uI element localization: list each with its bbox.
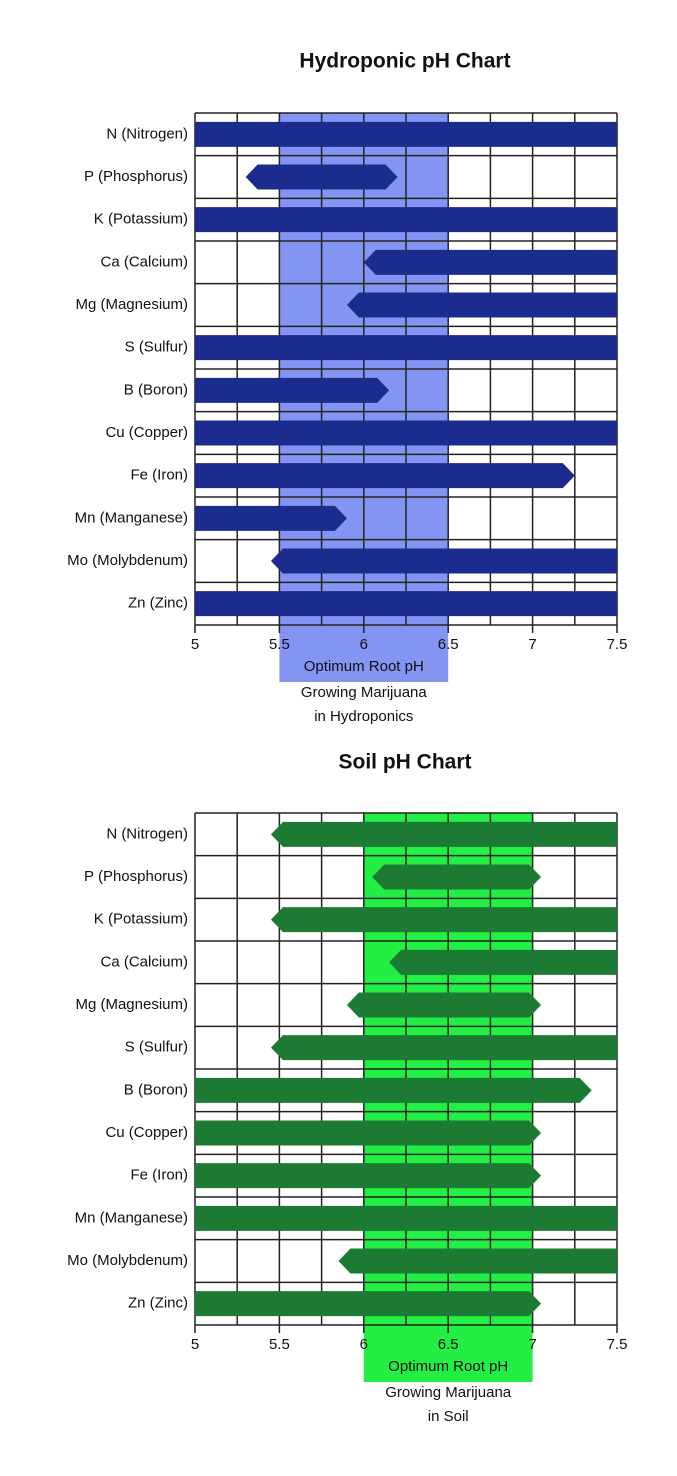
- x-tick-label: 5: [191, 1336, 199, 1353]
- category-label: P (Phosphorus): [84, 868, 188, 885]
- category-label: S (Sulfur): [125, 339, 188, 356]
- range-bar: [245, 164, 398, 190]
- category-label: P (Phosphorus): [84, 168, 188, 185]
- x-tick-label: 7: [528, 636, 536, 653]
- range-bar: [195, 505, 347, 531]
- category-label: Ca (Calcium): [100, 953, 188, 970]
- range-bar: [363, 249, 617, 275]
- range-bar: [338, 1248, 617, 1274]
- range-bar: [195, 1163, 542, 1189]
- band-note: Growing Marijuana: [301, 684, 428, 701]
- category-label: N (Nitrogen): [106, 825, 188, 842]
- range-bar: [195, 1120, 542, 1146]
- band-note: in Hydroponics: [314, 708, 413, 725]
- category-label: Zn (Zinc): [128, 595, 188, 612]
- category-label: Mn (Manganese): [75, 1209, 188, 1226]
- range-bar: [195, 463, 575, 489]
- category-label: Mo (Molybdenum): [67, 552, 188, 569]
- x-tick-label: 7.5: [607, 636, 628, 653]
- category-label: B (Boron): [124, 1081, 188, 1098]
- band-label: Optimum Root pH: [388, 1358, 508, 1375]
- range-bar: [270, 1035, 617, 1061]
- x-tick-label: 5.5: [269, 636, 290, 653]
- category-label: Cu (Copper): [105, 424, 188, 441]
- category-label: Mn (Manganese): [75, 509, 188, 526]
- category-label: B (Boron): [124, 381, 188, 398]
- category-label: Mg (Magnesium): [75, 996, 188, 1013]
- range-bar: [346, 292, 617, 318]
- chart-title: Soil pH Chart: [338, 751, 471, 774]
- category-label: Ca (Calcium): [100, 253, 188, 270]
- range-bar: [195, 591, 617, 617]
- range-bar: [195, 377, 390, 403]
- category-label: Cu (Copper): [105, 1124, 188, 1141]
- range-bar: [372, 864, 542, 890]
- range-bar: [389, 949, 617, 975]
- x-tick-label: 7.5: [607, 1336, 628, 1353]
- range-bar: [195, 420, 617, 446]
- x-tick-label: 5.5: [269, 1336, 290, 1353]
- category-label: Fe (Iron): [130, 467, 188, 484]
- x-tick-label: 6: [360, 636, 368, 653]
- range-bar: [195, 1205, 617, 1231]
- x-tick-label: 7: [528, 1336, 536, 1353]
- category-label: Fe (Iron): [130, 1167, 188, 1184]
- category-label: S (Sulfur): [125, 1039, 188, 1056]
- category-label: Zn (Zinc): [128, 1295, 188, 1312]
- range-bar: [270, 548, 617, 574]
- x-tick-label: 6: [360, 1336, 368, 1353]
- x-tick-label: 6.5: [438, 636, 459, 653]
- range-bar: [346, 992, 542, 1018]
- band-note: Growing Marijuana: [385, 1384, 512, 1401]
- category-label: K (Potassium): [94, 911, 188, 928]
- range-bar: [195, 207, 617, 233]
- range-bar: [195, 1077, 592, 1103]
- category-label: Mg (Magnesium): [75, 296, 188, 313]
- range-bar: [195, 335, 617, 361]
- category-label: Mo (Molybdenum): [67, 1252, 188, 1269]
- band-note: in Soil: [428, 1408, 469, 1425]
- category-label: N (Nitrogen): [106, 125, 188, 142]
- range-bar: [195, 1291, 542, 1317]
- range-bar: [270, 821, 617, 847]
- chart-title: Hydroponic pH Chart: [299, 50, 510, 73]
- band-label: Optimum Root pH: [304, 658, 424, 675]
- range-bar: [270, 907, 617, 933]
- range-bar: [195, 121, 617, 147]
- x-tick-label: 6.5: [438, 1336, 459, 1353]
- category-label: K (Potassium): [94, 211, 188, 228]
- x-tick-label: 5: [191, 636, 199, 653]
